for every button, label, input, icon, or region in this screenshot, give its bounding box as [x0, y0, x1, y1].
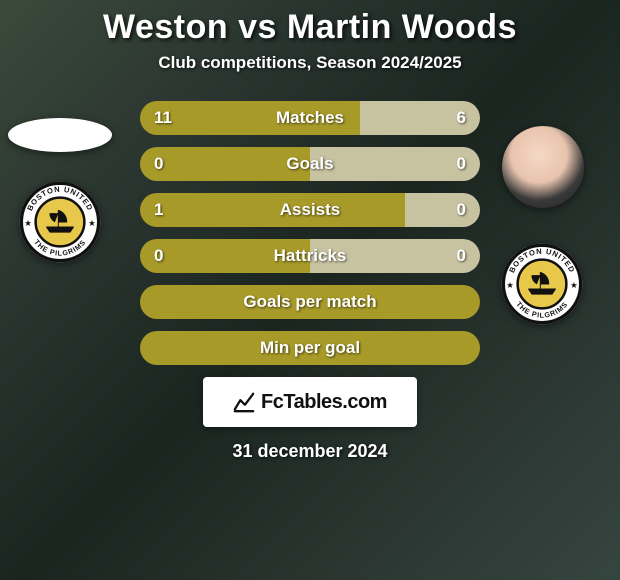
stat-label: Goals per match [243, 292, 376, 312]
stat-value-left: 1 [154, 200, 163, 220]
stat-value-right: 6 [457, 108, 466, 128]
stat-label: Goals [286, 154, 333, 174]
stat-label: Assists [280, 200, 340, 220]
brand-text: FcTables.com [261, 391, 387, 414]
stat-value-right: 0 [457, 200, 466, 220]
date-line: 31 december 2024 [0, 441, 620, 462]
stat-bar-left [140, 147, 310, 181]
stat-label: Min per goal [260, 338, 360, 358]
stat-row: Min per goal [140, 331, 480, 365]
svg-text:★: ★ [88, 218, 96, 228]
club-crest-left: BOSTON UNITEDTHE PILGRIMS★★ [18, 180, 102, 264]
stat-label: Hattricks [274, 246, 347, 266]
stat-value-left: 0 [154, 154, 163, 174]
stat-row: Goals per match [140, 285, 480, 319]
stat-row: 1 0 Assists [140, 193, 480, 227]
svg-text:★: ★ [570, 280, 578, 290]
chart-line-icon [233, 391, 255, 413]
stat-value-left: 11 [154, 108, 172, 128]
stat-bar-left [140, 193, 405, 227]
player-right-avatar [502, 126, 584, 208]
player-left-avatar [8, 118, 112, 152]
page-title: Weston vs Martin Woods [0, 8, 620, 47]
stat-row: 11 6 Matches [140, 101, 480, 135]
stat-row: 0 0 Hattricks [140, 239, 480, 273]
svg-text:★: ★ [24, 218, 32, 228]
stat-bar-right [310, 147, 480, 181]
stat-row: 0 0 Goals [140, 147, 480, 181]
stat-value-right: 0 [457, 246, 466, 266]
stat-bar-right [405, 193, 480, 227]
brand-box[interactable]: FcTables.com [203, 377, 417, 427]
stat-value-left: 0 [154, 246, 163, 266]
stat-value-right: 0 [457, 154, 466, 174]
svg-text:★: ★ [506, 280, 514, 290]
club-crest-right: BOSTON UNITEDTHE PILGRIMS★★ [500, 242, 584, 326]
subtitle: Club competitions, Season 2024/2025 [0, 53, 620, 73]
stat-label: Matches [276, 108, 344, 128]
